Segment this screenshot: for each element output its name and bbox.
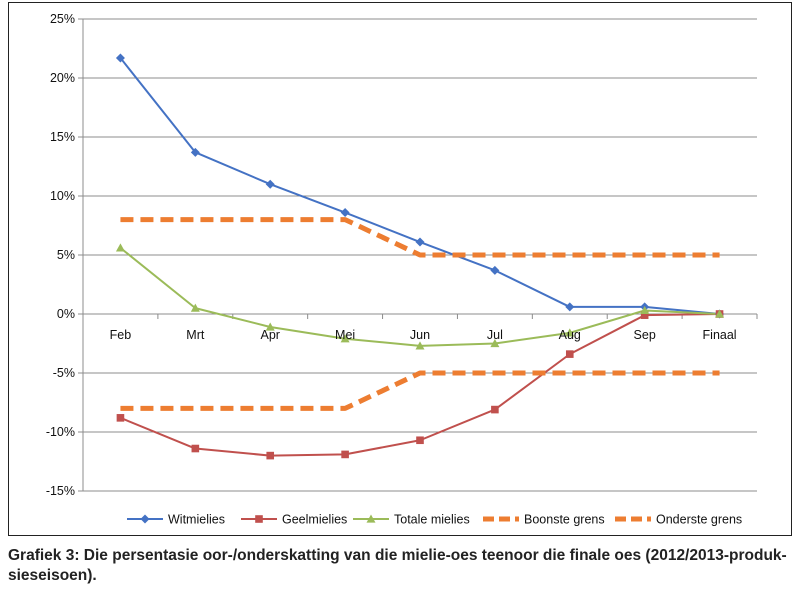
y-tick-label: 5% [57,248,75,262]
legend-label: Onderste grens [656,513,742,527]
data-point-triangle [190,303,200,312]
x-tick-label: Feb [110,328,132,342]
data-point-diamond [190,147,200,157]
y-tick-label: 25% [50,12,75,26]
x-tick-label: Mrt [186,328,205,342]
y-tick-label: 15% [50,130,75,144]
x-tick-label: Sep [634,328,656,342]
series-line [120,370,720,411]
chart-frame: 25% 20% 15% 10% 5% 0% -5% -10% -15% Feb Mrt Apr Mei J… [8,2,792,536]
x-tick-label: Jul [487,328,503,342]
y-tick-label: 20% [50,71,75,85]
data-point-triangle [340,334,350,343]
legend: Witmielies Geelmielies Totale mielies Boons… [127,513,742,527]
data-point-square [640,311,649,319]
legend-label: Geelmielies [282,513,347,527]
data-point-diamond [265,179,275,189]
data-point-square [491,405,499,414]
data-point-square [255,515,263,523]
legend-label: Totale mielies [394,513,470,527]
data-point-triangle [415,341,425,350]
y-tick-label: -10% [46,425,75,439]
line-chart: 25% 20% 15% 10% 5% 0% -5% -10% -15% Feb Mrt Apr Mei J… [46,12,758,527]
data-point-triangle [366,514,376,523]
figure-caption: Grafiek 3: Die persentasie oor-/onderska… [8,547,787,584]
x-tick-label: Finaal [703,328,737,342]
data-point-square [116,414,125,422]
data-point-diamond [140,514,150,524]
series-line [119,57,720,315]
y-tick-label: 0% [57,307,75,321]
axes [78,18,758,492]
series-line [120,217,720,258]
data-point-square [416,436,424,445]
series [115,53,725,460]
data-point-diamond [415,237,425,247]
x-tick-label: Jun [410,328,430,342]
y-tick-label: 10% [50,189,75,203]
data-point-square [191,444,200,453]
data-point-diamond [115,53,125,63]
data-point-square [266,451,275,460]
data-point-diamond [340,208,350,218]
data-point-diamond [565,302,575,312]
data-point-triangle [490,339,500,348]
legend-label: Boonste grens [524,513,605,527]
data-point-triangle [640,305,650,315]
x-tick-label: Mei [335,328,355,342]
y-tick-label: -5% [53,366,75,380]
data-point-diamond [490,265,500,275]
x-tick-label: Aug [559,328,581,342]
data-point-triangle [265,322,275,331]
data-point-square [565,350,574,358]
legend-label: Witmielies [168,513,225,527]
x-tick-label: Apr [260,328,279,342]
tick-labels: 25% 20% 15% 10% 5% 0% -5% -10% -15% Feb Mrt Apr Mei J… [46,12,737,498]
y-tick-label: -15% [46,484,75,498]
data-point-triangle [115,243,125,252]
data-point-square [341,450,349,459]
data-point-triangle [715,309,725,318]
data-point-triangle [565,328,575,337]
